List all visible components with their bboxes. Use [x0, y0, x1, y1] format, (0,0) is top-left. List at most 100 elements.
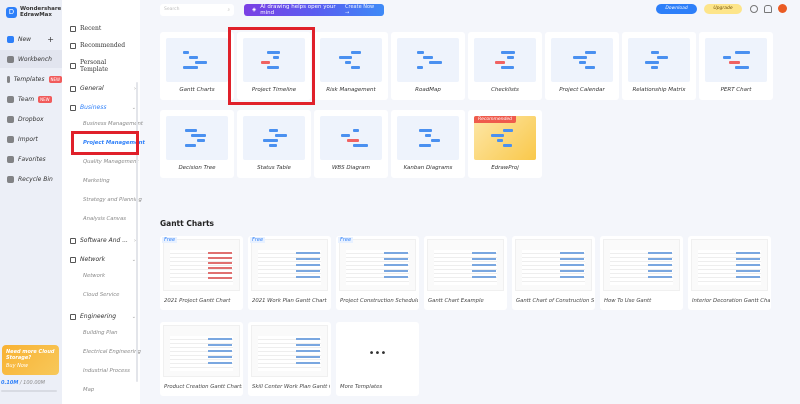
subcategory-electrical-engineering[interactable]: Electrical Engineering: [83, 349, 141, 355]
edrawproj-icon: [491, 129, 519, 147]
subcategory-cloud-service[interactable]: Cloud Service: [83, 292, 120, 298]
ai-drawing-banner[interactable]: ◈ AI drawing helps open your mind Create N…: [244, 4, 384, 16]
sidebar-item-templates[interactable]: Templates NEW: [0, 70, 62, 88]
sidebar-item-favorites[interactable]: Favorites: [0, 150, 62, 168]
gantt-template-card[interactable]: Gantt Chart of Construction Sc...: [512, 236, 595, 310]
gantt-preview: [603, 239, 680, 291]
more-icon: •••: [368, 348, 387, 359]
template-card-kanban-diagrams[interactable]: Kanban Diagrams: [391, 110, 465, 178]
template-card-risk-management[interactable]: Risk Management: [314, 32, 388, 100]
download-button[interactable]: Download: [656, 4, 697, 14]
bell-icon[interactable]: [764, 5, 772, 13]
app-logo[interactable]: D Wondershare EdrawMax: [6, 6, 61, 18]
upgrade-button[interactable]: Upgrade: [704, 4, 742, 14]
chevron-down-icon: ⌄: [131, 256, 136, 263]
gantt-template-card[interactable]: Free 2021 Project Gantt Chart: [160, 236, 243, 310]
gantt-preview: [427, 239, 504, 291]
gantt-template-card[interactable]: Gantt Chart Example: [424, 236, 507, 310]
template-card-roadmap[interactable]: RoadMap: [391, 32, 465, 100]
highlight-project-timeline: [228, 27, 315, 105]
category-software-and[interactable]: Software And ... ›: [70, 237, 136, 244]
subcategory-quality-management[interactable]: Quality Management: [83, 159, 139, 165]
checklists-icon: [491, 51, 519, 69]
recommended-badge: Recommended: [474, 116, 516, 123]
subnav-personal-template[interactable]: Personal Template: [70, 59, 136, 73]
workbench-icon: [7, 55, 14, 63]
template-card-decision-tree[interactable]: Decision Tree: [160, 110, 234, 178]
template-card-status-table[interactable]: Status Table: [237, 110, 311, 178]
sidebar-item-team[interactable]: Team NEW: [0, 90, 62, 108]
new-icon: [7, 35, 14, 43]
gantt-template-card[interactable]: Free Project Construction Schedule: [336, 236, 419, 310]
wbs-diagram-icon: [337, 129, 368, 147]
category-network[interactable]: Network ⌄: [70, 256, 136, 263]
subnav-recommended[interactable]: Recommended: [70, 42, 136, 49]
cloud-storage-promo[interactable]: Need more Cloud Storage? Buy Now: [2, 345, 59, 375]
template-card-relationship-matrix[interactable]: Relationship Matrix: [622, 32, 696, 100]
risk-management-icon: [337, 51, 365, 69]
template-thumbnail: [551, 38, 613, 82]
subcategory-map[interactable]: Map: [83, 387, 95, 393]
edrawmax-logo-icon: D: [6, 6, 17, 18]
highlight-project-management: [71, 131, 139, 155]
subcategory-strategy-and-planning[interactable]: Strategy and Planning: [83, 197, 142, 203]
template-card-checklists[interactable]: Checklists: [468, 32, 542, 100]
category-scrollbar[interactable]: [136, 82, 138, 382]
free-badge: Free: [250, 237, 266, 243]
sidebar-item-import[interactable]: Import: [0, 130, 62, 148]
gantt-template-card[interactable]: Product Creation Gantt Charts: [160, 322, 243, 396]
template-thumbnail: [474, 38, 536, 82]
category-general[interactable]: General ›: [70, 85, 136, 92]
recycle-bin-icon: [7, 175, 14, 183]
category-engineering[interactable]: Engineering ⌄: [70, 313, 136, 320]
recommended-icon: [70, 42, 76, 49]
subcategory-business-management[interactable]: Business Management: [83, 121, 143, 127]
template-card-wbs-diagram[interactable]: WBS Diagram: [314, 110, 388, 178]
kanban-diagrams-icon: [414, 129, 442, 147]
ai-icon: ◈: [252, 7, 257, 13]
category-business[interactable]: Business ⌄: [70, 104, 136, 111]
plus-icon[interactable]: +: [47, 34, 54, 44]
gantt-template-card[interactable]: Skill Center Work Plan Gantt C...: [248, 322, 331, 396]
general-icon: [70, 85, 76, 92]
roadmap-icon: [414, 51, 442, 69]
create-now-link[interactable]: Create Now →: [345, 4, 375, 16]
template-thumbnail: [397, 38, 459, 82]
subcategory-network[interactable]: Network: [83, 273, 106, 279]
subcategory-industrial-process[interactable]: Industrial Process: [83, 368, 130, 374]
network-icon: [70, 256, 76, 263]
gantt-template-card[interactable]: How To Use Gantt: [600, 236, 683, 310]
recent-icon: [70, 25, 76, 32]
template-card-project-calendar[interactable]: Project Calendar: [545, 32, 619, 100]
pert-chart-icon: [722, 51, 750, 69]
dropbox-icon: [7, 115, 14, 123]
search-icon: ⌕: [227, 8, 230, 13]
gantt-template-card[interactable]: Free 2021 Work Plan Gantt Chart: [248, 236, 331, 310]
gantt-template-card[interactable]: Interior Decoration Gantt Chart: [688, 236, 771, 310]
template-card-project-timeline[interactable]: Project Timeline: [237, 32, 311, 100]
template-thumbnail: [166, 38, 228, 82]
templates-icon: [7, 75, 10, 83]
subcategory-marketing[interactable]: Marketing: [83, 178, 110, 184]
new-button[interactable]: New +: [0, 30, 62, 48]
sidebar-item-workbench[interactable]: Workbench: [0, 50, 62, 68]
subcategory-project-management[interactable]: Project Management: [83, 140, 145, 146]
search-input[interactable]: Search ⌕: [160, 4, 234, 16]
subcategory-analysis-canvas[interactable]: Analysis Canvas: [83, 216, 126, 222]
subnav-recent[interactable]: Recent: [70, 25, 136, 32]
avatar[interactable]: [778, 4, 787, 13]
software-and-icon: [70, 237, 76, 244]
chevron-right-icon: ›: [134, 237, 136, 244]
template-card-edrawproj[interactable]: Recommended EdrawProj: [468, 110, 542, 178]
template-thumbnail: [705, 38, 767, 82]
sidebar-item-dropbox[interactable]: Dropbox: [0, 110, 62, 128]
template-card-pert-chart[interactable]: PERT Chart: [699, 32, 773, 100]
team-icon: [7, 95, 14, 103]
more-templates-card[interactable]: ••• More Templates: [336, 322, 419, 396]
help-icon[interactable]: [750, 5, 758, 13]
subcategory-building-plan[interactable]: Building Plan: [83, 330, 118, 336]
template-card-gantt-charts[interactable]: Gantt Charts: [160, 32, 234, 100]
template-thumbnail: [397, 116, 459, 160]
relationship-matrix-icon: [645, 51, 673, 69]
sidebar-item-recycle-bin[interactable]: Recycle Bin: [0, 170, 62, 188]
